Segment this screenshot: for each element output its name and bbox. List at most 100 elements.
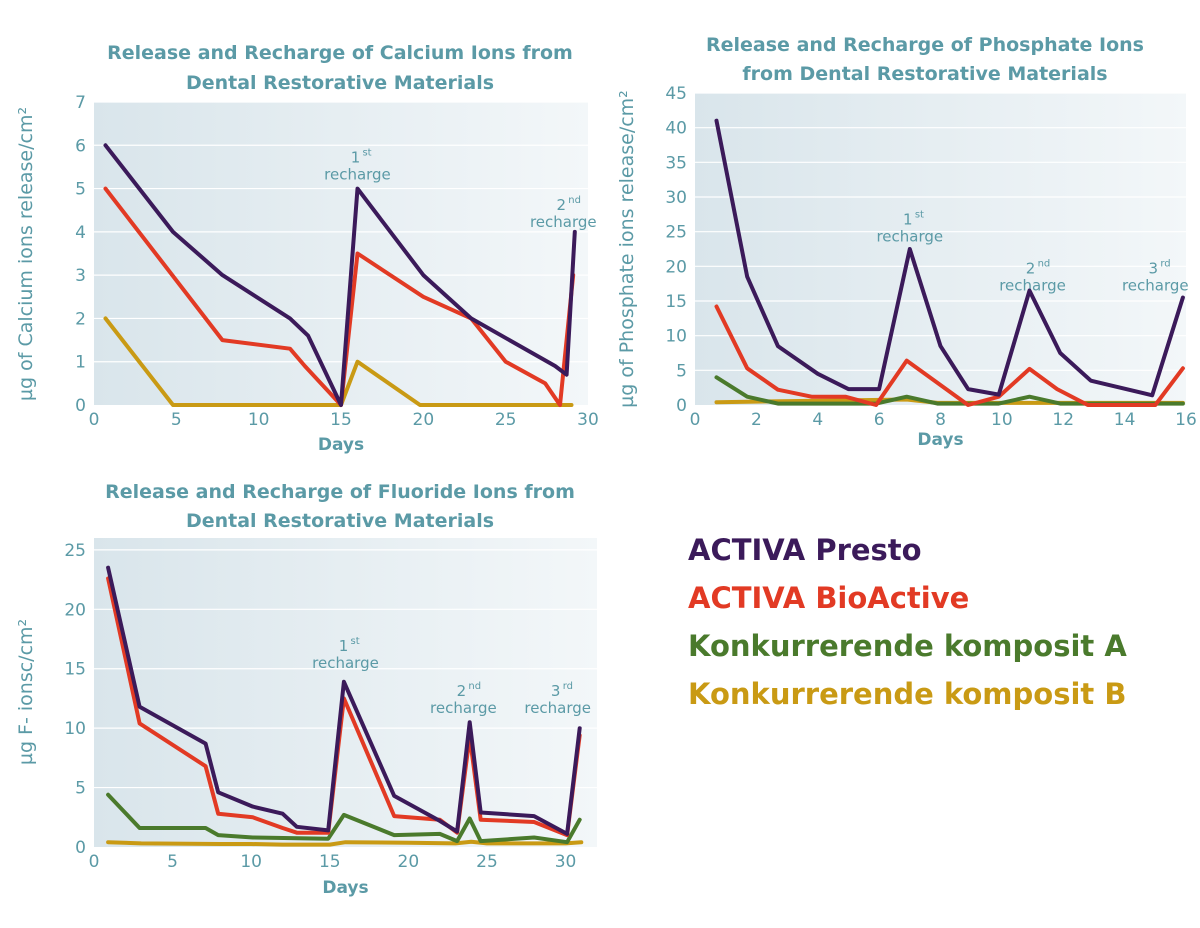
chart-title: Release and Recharge of Phosphate Ions <box>706 34 1144 56</box>
y-tick-label: 30 <box>665 188 687 208</box>
series-line-activa-bioactive <box>714 304 1185 407</box>
x-tick-label: 10 <box>248 410 270 430</box>
recharge-annotation: 3 rd recharge <box>524 681 591 717</box>
x-tick-label: 30 <box>555 852 577 872</box>
annotation-text: recharge <box>876 228 943 246</box>
annotation-text: recharge <box>999 276 1066 294</box>
y-tick-label: 0 <box>75 396 86 416</box>
y-tick-label: 4 <box>75 223 86 243</box>
annotation-superscript: st <box>915 210 924 221</box>
recharge-annotation: 1 st recharge <box>312 636 379 672</box>
y-tick-label: 20 <box>665 257 687 277</box>
x-tick-label: 5 <box>167 852 178 872</box>
annotation-superscript: nd <box>468 681 481 692</box>
chart-title: Release and Recharge of Calcium Ions fro… <box>107 42 573 64</box>
x-tick-label: 6 <box>874 410 885 430</box>
x-tick-label: 30 <box>577 410 599 430</box>
y-tick-label: 2 <box>75 309 86 329</box>
y-tick-label: 20 <box>64 600 86 620</box>
y-tick-label: 40 <box>665 119 687 139</box>
annotation-text: recharge <box>530 213 597 231</box>
fluoride-chart: 0 5 10 15 20 25 0 5 10 15 20 25 30 Release and Rechar… <box>15 481 597 898</box>
annotation-ordinal: 3 <box>1149 259 1159 277</box>
x-tick-label: 12 <box>1052 410 1074 430</box>
y-axis-label: µg F- ionsc/cm² <box>15 619 37 765</box>
y-tick-label: 10 <box>64 719 86 739</box>
x-axis-label: Days <box>917 430 963 450</box>
recharge-annotation: 1 st recharge <box>324 148 391 184</box>
y-tick-label: 7 <box>75 93 86 113</box>
x-axis-label: Days <box>322 878 368 898</box>
annotation-ordinal: 3 <box>551 682 561 700</box>
chart-title: Dental Restorative Materials <box>186 72 494 94</box>
annotation-ordinal: 1 <box>903 211 913 229</box>
recharge-annotation: 3 rd recharge <box>1122 258 1189 294</box>
recharge-annotation: 2 nd recharge <box>999 258 1066 294</box>
recharge-annotation: 2 nd recharge <box>530 195 597 231</box>
annotation-superscript: nd <box>1038 258 1051 269</box>
chart-title: Dental Restorative Materials <box>186 510 494 532</box>
x-tick-label: 0 <box>89 410 100 430</box>
annotation-text: recharge <box>312 654 379 672</box>
legend-item-komposit-a: Konkurrerende komposit A <box>688 629 1127 663</box>
y-tick-label: 6 <box>75 136 86 156</box>
recharge-annotation: 1 st recharge <box>876 210 943 246</box>
plot-area <box>94 538 597 847</box>
y-tick-label: 15 <box>665 292 687 312</box>
y-tick-label: 10 <box>665 327 687 347</box>
y-tick-label: 45 <box>665 84 687 104</box>
x-tick-label: 15 <box>330 410 352 430</box>
plot-area <box>94 102 588 405</box>
annotation-text: recharge <box>524 699 591 717</box>
y-tick-label: 0 <box>75 838 86 858</box>
series-line-activa-bioactive <box>103 186 576 407</box>
chart-title: Release and Recharge of Fluoride Ions fr… <box>105 481 575 503</box>
y-axis-label: µg of Phosphate ions release/cm² <box>616 90 638 408</box>
y-tick-label: 5 <box>75 180 86 200</box>
annotation-ordinal: 1 <box>351 149 361 167</box>
y-tick-label: 25 <box>665 223 687 243</box>
annotation-text: recharge <box>1122 276 1189 294</box>
x-tick-label: 5 <box>171 410 182 430</box>
y-tick-label: 5 <box>676 361 687 381</box>
legend: ACTIVA Presto ACTIVA BioActive Konkurrer… <box>688 526 1127 718</box>
x-tick-label: 15 <box>319 852 341 872</box>
y-tick-label: 1 <box>75 353 86 373</box>
y-axis-label: µg of Calcium ions release/cm² <box>15 107 37 401</box>
x-tick-label: 25 <box>476 852 498 872</box>
annotation-superscript: rd <box>563 681 573 692</box>
annotation-ordinal: 2 <box>457 682 467 700</box>
x-tick-label: 10 <box>991 410 1013 430</box>
x-tick-label: 10 <box>240 852 262 872</box>
annotation-ordinal: 2 <box>1026 259 1036 277</box>
annotation-text: recharge <box>430 699 497 717</box>
y-tick-label: 35 <box>665 153 687 173</box>
annotation-superscript: rd <box>1160 258 1170 269</box>
y-tick-label: 25 <box>64 541 86 561</box>
series-line-activa-presto <box>106 565 582 836</box>
series-line-konkurrerende-komposit-b <box>106 839 584 847</box>
x-tick-label: 2 <box>751 410 762 430</box>
x-tick-label: 4 <box>812 410 823 430</box>
recharge-annotation: 2 nd recharge <box>430 681 497 717</box>
annotation-ordinal: 2 <box>557 196 567 214</box>
plot-area <box>695 93 1186 405</box>
y-tick-label: 0 <box>676 396 687 416</box>
calcium-chart: 0 1 2 3 4 5 6 7 0 5 10 15 20 25 30 Release and Recharge… <box>15 42 599 455</box>
series-line-konkurrerende-komposit-a <box>714 375 1185 406</box>
annotation-ordinal: 1 <box>339 637 349 655</box>
x-tick-label: 25 <box>495 410 517 430</box>
x-tick-label: 8 <box>935 410 946 430</box>
legend-item-komposit-b: Konkurrerende komposit B <box>688 677 1127 711</box>
x-axis-label: Days <box>318 435 364 455</box>
legend-item-activa-bioactive: ACTIVA BioActive <box>688 581 970 615</box>
x-tick-label: 14 <box>1114 410 1136 430</box>
x-tick-label: 20 <box>398 852 420 872</box>
x-tick-label: 20 <box>413 410 435 430</box>
annotation-superscript: st <box>351 636 360 647</box>
annotation-superscript: nd <box>568 195 581 206</box>
series-line-konkurrerende-komposit-b <box>103 316 574 407</box>
y-tick-label: 5 <box>75 779 86 799</box>
